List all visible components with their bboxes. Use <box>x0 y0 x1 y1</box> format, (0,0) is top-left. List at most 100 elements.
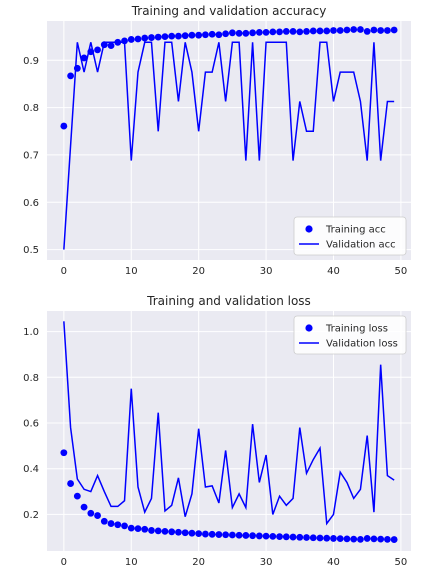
data-point-training-acc <box>148 34 155 41</box>
data-point-training-acc <box>141 34 149 42</box>
data-point-training-loss <box>235 531 243 539</box>
y-tick-label: 0.5 <box>23 245 39 256</box>
x-tick-label: 40 <box>327 266 340 277</box>
data-point-training-loss <box>127 524 135 532</box>
legend-marker-icon <box>305 225 313 233</box>
data-point-training-acc <box>377 27 385 34</box>
data-point-training-loss <box>276 533 283 540</box>
data-point-training-acc <box>168 32 176 40</box>
chart-title: Training and validation loss <box>146 294 311 308</box>
data-point-training-acc <box>127 36 135 43</box>
data-point-training-acc <box>195 31 203 39</box>
y-tick-label: 0.2 <box>23 510 39 521</box>
y-tick-label: 0.7 <box>23 150 39 161</box>
y-tick-label: 0.9 <box>23 56 39 67</box>
data-point-training-loss <box>357 535 364 543</box>
x-tick-label: 0 <box>61 557 67 568</box>
data-point-training-acc <box>249 29 256 37</box>
data-point-training-acc <box>276 28 283 36</box>
data-point-training-acc <box>370 26 378 34</box>
x-tick-label: 10 <box>125 266 138 277</box>
data-point-training-loss <box>134 525 142 532</box>
y-tick-label: 0.6 <box>23 198 39 209</box>
data-point-training-acc <box>255 28 263 36</box>
data-point-training-loss <box>181 529 189 537</box>
data-point-training-loss <box>323 534 331 542</box>
data-point-training-loss <box>121 522 128 530</box>
data-point-training-loss <box>282 533 290 541</box>
data-point-training-loss <box>175 528 182 536</box>
data-point-training-acc <box>215 31 223 39</box>
series-line-validation-loss <box>63 321 395 526</box>
data-point-training-loss <box>222 531 230 539</box>
data-point-training-acc <box>161 33 169 41</box>
data-point-training-acc <box>188 31 196 39</box>
data-point-training-acc <box>384 27 391 34</box>
legend-label: Training loss <box>325 324 388 335</box>
data-point-training-loss <box>87 509 95 517</box>
data-point-training-acc <box>228 29 236 37</box>
legend <box>293 315 407 355</box>
x-tick-label: 20 <box>192 266 205 277</box>
data-point-training-acc <box>316 27 324 35</box>
data-point-training-loss <box>330 535 337 542</box>
data-point-training-acc <box>296 28 304 36</box>
x-tick-label: 0 <box>61 266 67 277</box>
legend-marker-icon <box>305 324 313 332</box>
data-point-training-loss <box>390 536 398 543</box>
data-point-training-acc <box>289 28 297 35</box>
x-tick-label: 50 <box>395 266 408 277</box>
data-point-training-loss <box>208 530 216 538</box>
data-point-training-loss <box>309 534 317 542</box>
data-point-training-loss <box>202 530 209 538</box>
data-point-training-loss <box>195 530 203 538</box>
data-point-training-acc <box>363 28 371 35</box>
x-tick-label: 30 <box>260 266 273 277</box>
data-point-training-acc <box>134 35 142 43</box>
data-point-training-loss <box>384 535 391 543</box>
data-point-training-loss <box>363 535 371 542</box>
data-point-training-acc <box>269 28 277 36</box>
y-tick-label: 0.4 <box>23 464 39 475</box>
data-point-training-loss <box>154 527 162 535</box>
y-tick-label: 0.6 <box>23 419 39 430</box>
data-point-training-acc <box>208 30 216 38</box>
data-point-training-loss <box>255 532 263 540</box>
legend-label: Validation acc <box>326 240 396 251</box>
data-point-training-loss <box>94 512 101 519</box>
data-point-training-loss <box>370 535 378 543</box>
x-tick-label: 50 <box>395 557 408 568</box>
data-point-training-acc <box>67 72 74 80</box>
data-point-training-acc <box>202 31 209 39</box>
data-point-training-loss <box>303 534 310 541</box>
chart-panel-2: 0 10 20 30 40 50 0.2 0.4 0.6 0.8 1.0 Training and v… <box>23 294 411 568</box>
data-point-training-acc <box>357 26 364 33</box>
data-point-training-loss <box>316 534 324 542</box>
data-point-training-loss <box>296 533 304 541</box>
data-point-training-acc <box>94 46 101 54</box>
data-point-training-loss <box>343 535 351 543</box>
x-tick-label: 30 <box>260 557 273 568</box>
x-tick-label: 10 <box>125 557 138 568</box>
data-point-training-loss <box>350 535 358 543</box>
data-point-training-loss <box>73 492 81 500</box>
data-point-training-loss <box>249 532 256 540</box>
data-point-training-acc <box>330 27 337 34</box>
data-point-training-loss <box>67 480 74 487</box>
data-point-training-acc <box>262 28 270 36</box>
data-point-training-acc <box>60 122 68 130</box>
chart-panel-1: 0 10 20 30 40 50 0.5 0.6 0.7 0.8 0.9 Training and v… <box>23 4 411 277</box>
data-point-training-acc <box>235 29 243 37</box>
data-point-training-loss <box>215 531 223 538</box>
legend-label: Training acc <box>325 225 386 236</box>
data-point-training-acc <box>309 27 317 35</box>
x-tick-label: 20 <box>192 557 205 568</box>
legend-label: Validation loss <box>326 339 398 350</box>
data-point-training-loss <box>289 533 297 541</box>
data-point-training-loss <box>107 520 115 527</box>
data-point-training-acc <box>222 30 230 38</box>
data-point-training-loss <box>228 531 236 539</box>
data-point-training-loss <box>148 527 155 534</box>
y-tick-label: 1.0 <box>23 327 39 338</box>
